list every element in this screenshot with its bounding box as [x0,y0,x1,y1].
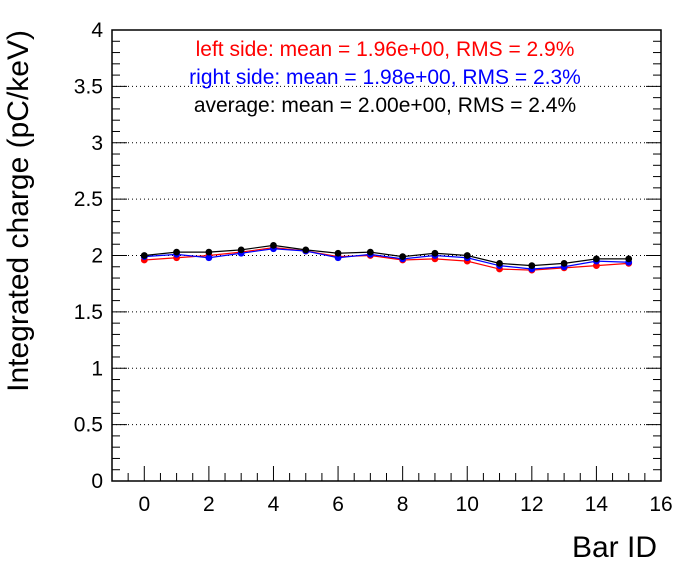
data-point [431,249,439,257]
gridlines [112,85,661,426]
x-tick-label: 4 [268,493,280,516]
y-tick-label: 1.5 [74,301,103,324]
y-tick-labels: 0 0.5 1 1.5 2 2.5 3 3.5 4 [74,19,104,493]
data-point [528,262,536,270]
y-tick-label: 2 [91,245,103,268]
x-tick-labels: 0 2 4 6 8 10 12 14 16 [138,493,672,516]
series-line [144,244,629,267]
axis-ticks [111,29,662,482]
series-line [144,247,629,271]
data-point [205,248,213,256]
data-point [496,259,503,267]
y-axis-title: Integrated charge (pC/keV) [2,30,35,392]
y-tick-label: 0 [91,470,103,493]
legend-entry: average: mean = 2.00e+00, RMS = 2.4% [194,94,576,117]
data-point [205,254,213,262]
series-line [144,248,629,270]
data-point [593,255,600,263]
x-axis-title: Bar ID [572,531,657,564]
x-tick-label: 2 [203,493,215,516]
y-tick-label: 1 [91,357,103,380]
x-tick-label: 14 [585,493,609,516]
y-tick-label: 2.5 [74,188,103,211]
legend-entry: left side: mean = 1.96e+00, RMS = 2.9% [196,38,575,61]
data-point [463,252,471,259]
data-point [399,253,407,261]
y-tick-label: 0.5 [74,414,103,437]
x-tick-label: 12 [520,493,543,516]
data-point [560,259,568,267]
series-group [140,241,633,274]
x-tick-label: 8 [397,493,409,516]
legend-entry: right side: mean = 1.98e+00, RMS = 2.3% [189,66,581,89]
y-tick-label: 3 [91,132,103,155]
x-tick-label: 10 [456,493,479,516]
x-tick-label: 16 [649,493,672,516]
y-tick-label: 3.5 [74,75,103,98]
data-point [366,248,374,256]
data-point [173,248,180,256]
data-point [140,252,148,259]
data-point [625,255,633,263]
data-point [237,246,245,254]
x-tick-label: 6 [332,493,344,516]
data-point [302,246,310,254]
data-point [334,249,342,257]
x-tick-label: 0 [138,493,150,516]
data-point [270,241,277,249]
y-tick-label: 4 [91,19,103,42]
legend: left side: mean = 1.96e+00, RMS = 2.9% ri… [189,38,581,117]
